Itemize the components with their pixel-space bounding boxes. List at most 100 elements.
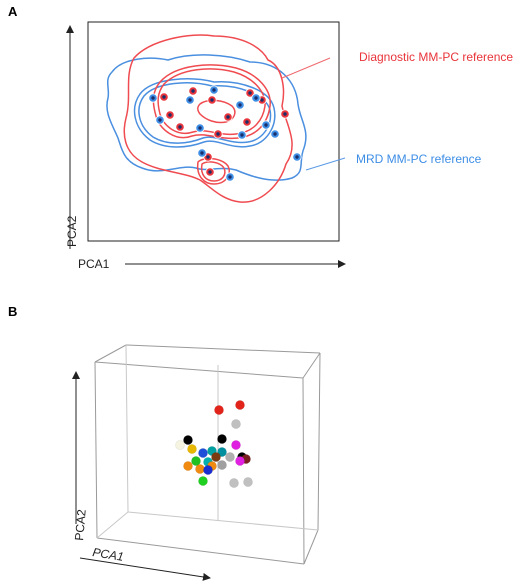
diagnostic-lower-contour-2 [200, 161, 226, 182]
scatter-point-b [187, 444, 197, 454]
panel-a-letter: A [8, 4, 18, 19]
scatter-point-b [198, 476, 208, 486]
scatter-point-center [158, 118, 162, 122]
scatter-point-center [212, 88, 216, 92]
scatter-point-a [237, 130, 247, 140]
scatter-point-b [183, 461, 193, 471]
scatter-point-b [231, 419, 241, 429]
diagnostic-annotation-leader [281, 57, 331, 79]
panel-b-points [175, 400, 253, 488]
scatter-point-center [254, 96, 258, 100]
diagnostic-core-contour [197, 99, 236, 124]
scatter-point-center [245, 120, 249, 124]
scatter-point-a [197, 148, 207, 158]
scatter-point-center [206, 155, 210, 159]
x-axis-label-b: PCA1 [92, 545, 125, 564]
scatter-point-b [183, 435, 193, 445]
cube-edge [317, 352, 321, 531]
cube-edge [94, 361, 304, 379]
scatter-point-a [270, 129, 280, 139]
cube-edge [94, 361, 98, 539]
scatter-point-center [264, 123, 268, 127]
scatter-point-a [159, 92, 169, 102]
scatter-point-b [231, 440, 241, 450]
cube-edge [96, 537, 305, 565]
panel-b-letter: B [8, 304, 17, 319]
scatter-point-center [240, 133, 244, 137]
scatter-point-a [223, 112, 233, 122]
cube-edge-hidden [127, 511, 319, 531]
panel-b: B PCA2 PCA1 [8, 304, 321, 581]
diagnostic-reference-contours [123, 34, 293, 203]
cube-box [94, 344, 321, 565]
scatter-point-center [198, 126, 202, 130]
scatter-point-a [213, 129, 223, 139]
mrd-annotation: MRD MM-PC reference [356, 152, 482, 166]
scatter-point-center [228, 175, 232, 179]
scatter-point-center [168, 113, 172, 117]
scatter-point-b [203, 465, 213, 475]
mrd-outer-contour [106, 54, 307, 181]
scatter-point-center [178, 125, 182, 129]
scatter-point-b [229, 478, 239, 488]
scatter-point-center [208, 170, 212, 174]
scatter-point-b [175, 440, 185, 450]
scatter-point-center [295, 155, 299, 159]
scatter-point-b [211, 452, 221, 462]
scatter-point-center [191, 89, 195, 93]
x-axis-arrow-b [79, 557, 211, 581]
scatter-point-center [200, 151, 204, 155]
scatter-point-a [207, 95, 217, 105]
scatter-point-a [251, 93, 261, 103]
cube-edge [303, 529, 319, 565]
cube-edge-hidden [96, 511, 129, 539]
scatter-point-a [245, 88, 255, 98]
cube-edge [94, 344, 127, 363]
scatter-point-center [283, 112, 287, 116]
x-axis-label-a: PCA1 [78, 257, 110, 271]
scatter-point-center [273, 132, 277, 136]
scatter-point-a [148, 93, 158, 103]
scatter-point-b [225, 452, 235, 462]
panel-a-points [148, 85, 302, 182]
scatter-point-center [188, 98, 192, 102]
scatter-point-center [260, 98, 264, 102]
scatter-point-a [185, 95, 195, 105]
scatter-point-center [216, 132, 220, 136]
scatter-point-b [235, 400, 245, 410]
diagnostic-annotation: Diagnostic MM-PC reference [359, 50, 513, 64]
scatter-point-a [292, 152, 302, 162]
mrd-inner-contour [133, 78, 276, 148]
mrd-annotation-leader [305, 157, 346, 171]
scatter-point-b [217, 434, 227, 444]
cube-edge [302, 377, 305, 565]
scatter-point-a [261, 120, 271, 130]
y-axis-label-a: PCA2 [65, 215, 79, 247]
scatter-point-a [235, 100, 245, 110]
scatter-point-b [214, 405, 224, 415]
scatter-point-a [205, 167, 215, 177]
scatter-point-b [191, 456, 201, 466]
scatter-point-a [175, 122, 185, 132]
scatter-point-a [209, 85, 219, 95]
scatter-point-a [195, 123, 205, 133]
scatter-point-center [210, 98, 214, 102]
scatter-point-b [243, 477, 253, 487]
scatter-point-a [155, 115, 165, 125]
scatter-point-a [280, 109, 290, 119]
scatter-point-a [188, 86, 198, 96]
scatter-point-b [235, 456, 245, 466]
scatter-point-b [198, 448, 208, 458]
cube-edge [125, 344, 321, 354]
y-axis-label-b: PCA2 [72, 508, 89, 541]
mrd-reference-contours [106, 54, 307, 181]
scatter-point-a [242, 117, 252, 127]
panel-a: A PCA1 PCA2 Diagnostic MM-PC reference [8, 4, 513, 271]
diagnostic-mid-contour [152, 64, 271, 140]
scatter-point-center [151, 96, 155, 100]
scatter-point-b [217, 460, 227, 470]
scatter-point-center [226, 115, 230, 119]
diagnostic-outer-contour [123, 34, 293, 203]
cube-edge-hidden [125, 344, 129, 513]
